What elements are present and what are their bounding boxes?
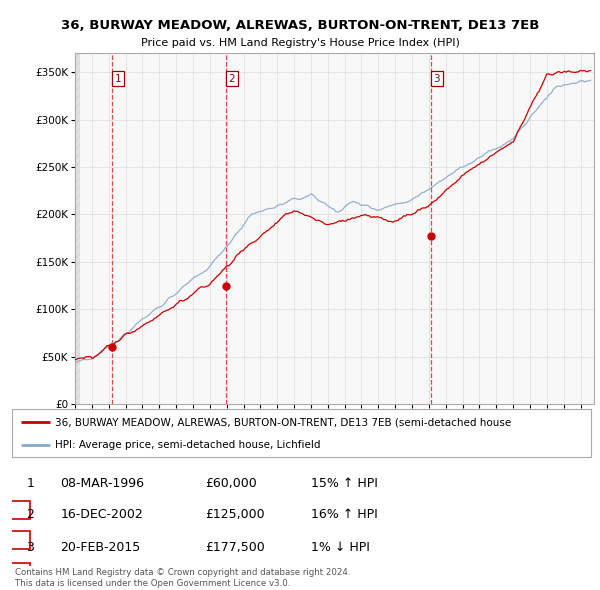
Text: 3: 3 — [26, 541, 34, 555]
Text: 1: 1 — [115, 74, 121, 84]
Text: 2: 2 — [229, 74, 235, 84]
Text: 16% ↑ HPI: 16% ↑ HPI — [311, 508, 378, 522]
Text: 1: 1 — [26, 477, 34, 490]
Text: 08-MAR-1996: 08-MAR-1996 — [60, 477, 144, 490]
Text: 3: 3 — [434, 74, 440, 84]
Text: 1% ↓ HPI: 1% ↓ HPI — [311, 541, 370, 555]
FancyBboxPatch shape — [8, 531, 30, 549]
Text: £60,000: £60,000 — [205, 477, 257, 490]
Text: £177,500: £177,500 — [205, 541, 265, 555]
Text: Contains HM Land Registry data © Crown copyright and database right 2024.
This d: Contains HM Land Registry data © Crown c… — [15, 568, 350, 588]
Text: 36, BURWAY MEADOW, ALREWAS, BURTON-ON-TRENT, DE13 7EB: 36, BURWAY MEADOW, ALREWAS, BURTON-ON-TR… — [61, 19, 539, 32]
Text: 16-DEC-2002: 16-DEC-2002 — [60, 508, 143, 522]
Text: 36, BURWAY MEADOW, ALREWAS, BURTON-ON-TRENT, DE13 7EB (semi-detached house: 36, BURWAY MEADOW, ALREWAS, BURTON-ON-TR… — [55, 417, 512, 427]
Text: HPI: Average price, semi-detached house, Lichfield: HPI: Average price, semi-detached house,… — [55, 440, 321, 450]
Text: 2: 2 — [26, 508, 34, 522]
FancyBboxPatch shape — [8, 563, 30, 581]
FancyBboxPatch shape — [8, 501, 30, 519]
Text: Price paid vs. HM Land Registry's House Price Index (HPI): Price paid vs. HM Land Registry's House … — [140, 38, 460, 48]
Text: 20-FEB-2015: 20-FEB-2015 — [60, 541, 140, 555]
Text: 15% ↑ HPI: 15% ↑ HPI — [311, 477, 378, 490]
Text: £125,000: £125,000 — [205, 508, 265, 522]
